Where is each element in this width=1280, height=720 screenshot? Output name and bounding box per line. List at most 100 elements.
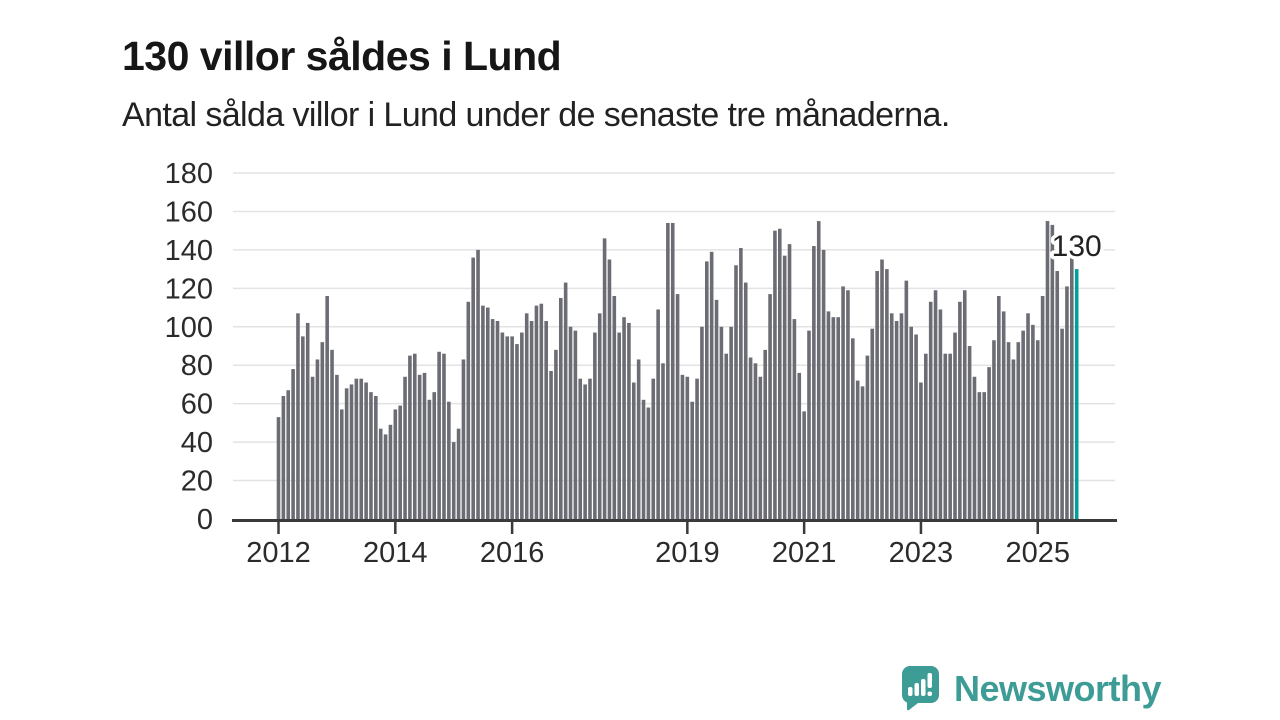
bar bbox=[992, 340, 996, 519]
bar bbox=[388, 424, 393, 519]
bar bbox=[344, 388, 349, 519]
annotation-layer: 130 bbox=[1048, 227, 1105, 267]
bar bbox=[583, 384, 587, 519]
bar bbox=[490, 319, 495, 519]
bar bbox=[914, 334, 918, 519]
bar bbox=[646, 407, 651, 519]
y-tick-label: 20 bbox=[181, 466, 213, 498]
bar bbox=[705, 261, 709, 519]
bar bbox=[529, 321, 534, 519]
bar bbox=[972, 376, 977, 519]
x-tick-label: 2012 bbox=[246, 537, 311, 569]
bar bbox=[763, 349, 767, 519]
bar bbox=[987, 367, 991, 519]
bar bbox=[748, 357, 753, 519]
bar bbox=[909, 326, 914, 519]
bar bbox=[296, 313, 300, 519]
bar bbox=[330, 349, 334, 519]
x-tick-label: 2025 bbox=[1005, 537, 1070, 569]
bar bbox=[276, 417, 281, 519]
bar bbox=[967, 346, 972, 519]
bar bbox=[953, 332, 957, 519]
bar bbox=[349, 384, 354, 519]
bar bbox=[709, 251, 714, 519]
bar bbox=[807, 330, 811, 519]
bar bbox=[743, 282, 748, 519]
bar bbox=[670, 222, 675, 520]
bar bbox=[573, 330, 578, 519]
bar bbox=[617, 332, 621, 519]
bar bbox=[821, 249, 826, 519]
bar bbox=[1045, 221, 1050, 519]
bar bbox=[1026, 313, 1030, 519]
bar bbox=[885, 269, 889, 519]
bar bbox=[607, 259, 612, 519]
bar bbox=[364, 382, 368, 519]
bar bbox=[558, 297, 563, 519]
bar bbox=[515, 344, 519, 519]
bar bbox=[894, 321, 899, 519]
bar bbox=[1040, 296, 1045, 519]
bar bbox=[787, 244, 792, 519]
y-tick-label: 60 bbox=[181, 389, 213, 421]
bar bbox=[700, 326, 704, 519]
bar bbox=[958, 301, 962, 519]
bar bbox=[865, 355, 870, 519]
bar bbox=[739, 247, 743, 519]
bar bbox=[554, 349, 558, 519]
bar bbox=[924, 353, 928, 519]
bar bbox=[928, 301, 933, 519]
bar bbox=[374, 395, 378, 519]
chart-subtitle: Antal sålda villor i Lund under de senas… bbox=[122, 96, 950, 134]
bar bbox=[1006, 342, 1011, 519]
bar bbox=[661, 363, 665, 519]
bar bbox=[943, 353, 948, 519]
bar bbox=[880, 259, 884, 519]
bar bbox=[578, 378, 583, 519]
bar bbox=[422, 372, 427, 519]
bar bbox=[855, 380, 860, 519]
bar bbox=[520, 332, 524, 519]
bar bbox=[1035, 340, 1040, 519]
y-tick-label: 40 bbox=[181, 427, 213, 459]
bar bbox=[437, 351, 441, 519]
bar bbox=[510, 336, 514, 519]
bar bbox=[369, 392, 373, 519]
y-tick-label: 180 bbox=[165, 158, 213, 190]
bar bbox=[456, 428, 461, 519]
bar bbox=[836, 317, 841, 519]
bar bbox=[335, 374, 339, 519]
y-tick-label: 0 bbox=[197, 504, 213, 536]
bar bbox=[1021, 330, 1025, 519]
bar bbox=[919, 382, 923, 519]
page-title: 130 villor såldes i Lund bbox=[122, 33, 562, 80]
bar bbox=[695, 378, 699, 519]
bar bbox=[1011, 359, 1016, 519]
bar bbox=[481, 305, 485, 519]
bar bbox=[612, 296, 617, 519]
bar bbox=[476, 249, 480, 519]
bar bbox=[768, 294, 772, 519]
y-tick-label: 120 bbox=[165, 273, 213, 305]
bar bbox=[734, 265, 738, 519]
bar bbox=[495, 321, 500, 519]
bar bbox=[675, 294, 680, 519]
bar bbox=[354, 378, 359, 519]
bar bbox=[997, 296, 1001, 519]
bar bbox=[451, 442, 456, 519]
bar bbox=[315, 359, 320, 519]
axes bbox=[232, 519, 1117, 534]
bar bbox=[778, 228, 782, 520]
axis-labels: 0 20 40 60 80 100 120 140 160 180 2012 2014 2016 2019… bbox=[165, 158, 1070, 569]
bar bbox=[651, 378, 656, 519]
bar bbox=[485, 307, 490, 519]
bar bbox=[797, 372, 802, 519]
bar bbox=[719, 326, 724, 519]
bar bbox=[291, 369, 295, 519]
x-tick-label: 2021 bbox=[772, 537, 837, 569]
bar bbox=[305, 322, 310, 519]
bar bbox=[875, 271, 879, 519]
bar bbox=[631, 382, 636, 519]
bar bbox=[602, 238, 607, 520]
x-tick-label: 2016 bbox=[480, 537, 545, 569]
